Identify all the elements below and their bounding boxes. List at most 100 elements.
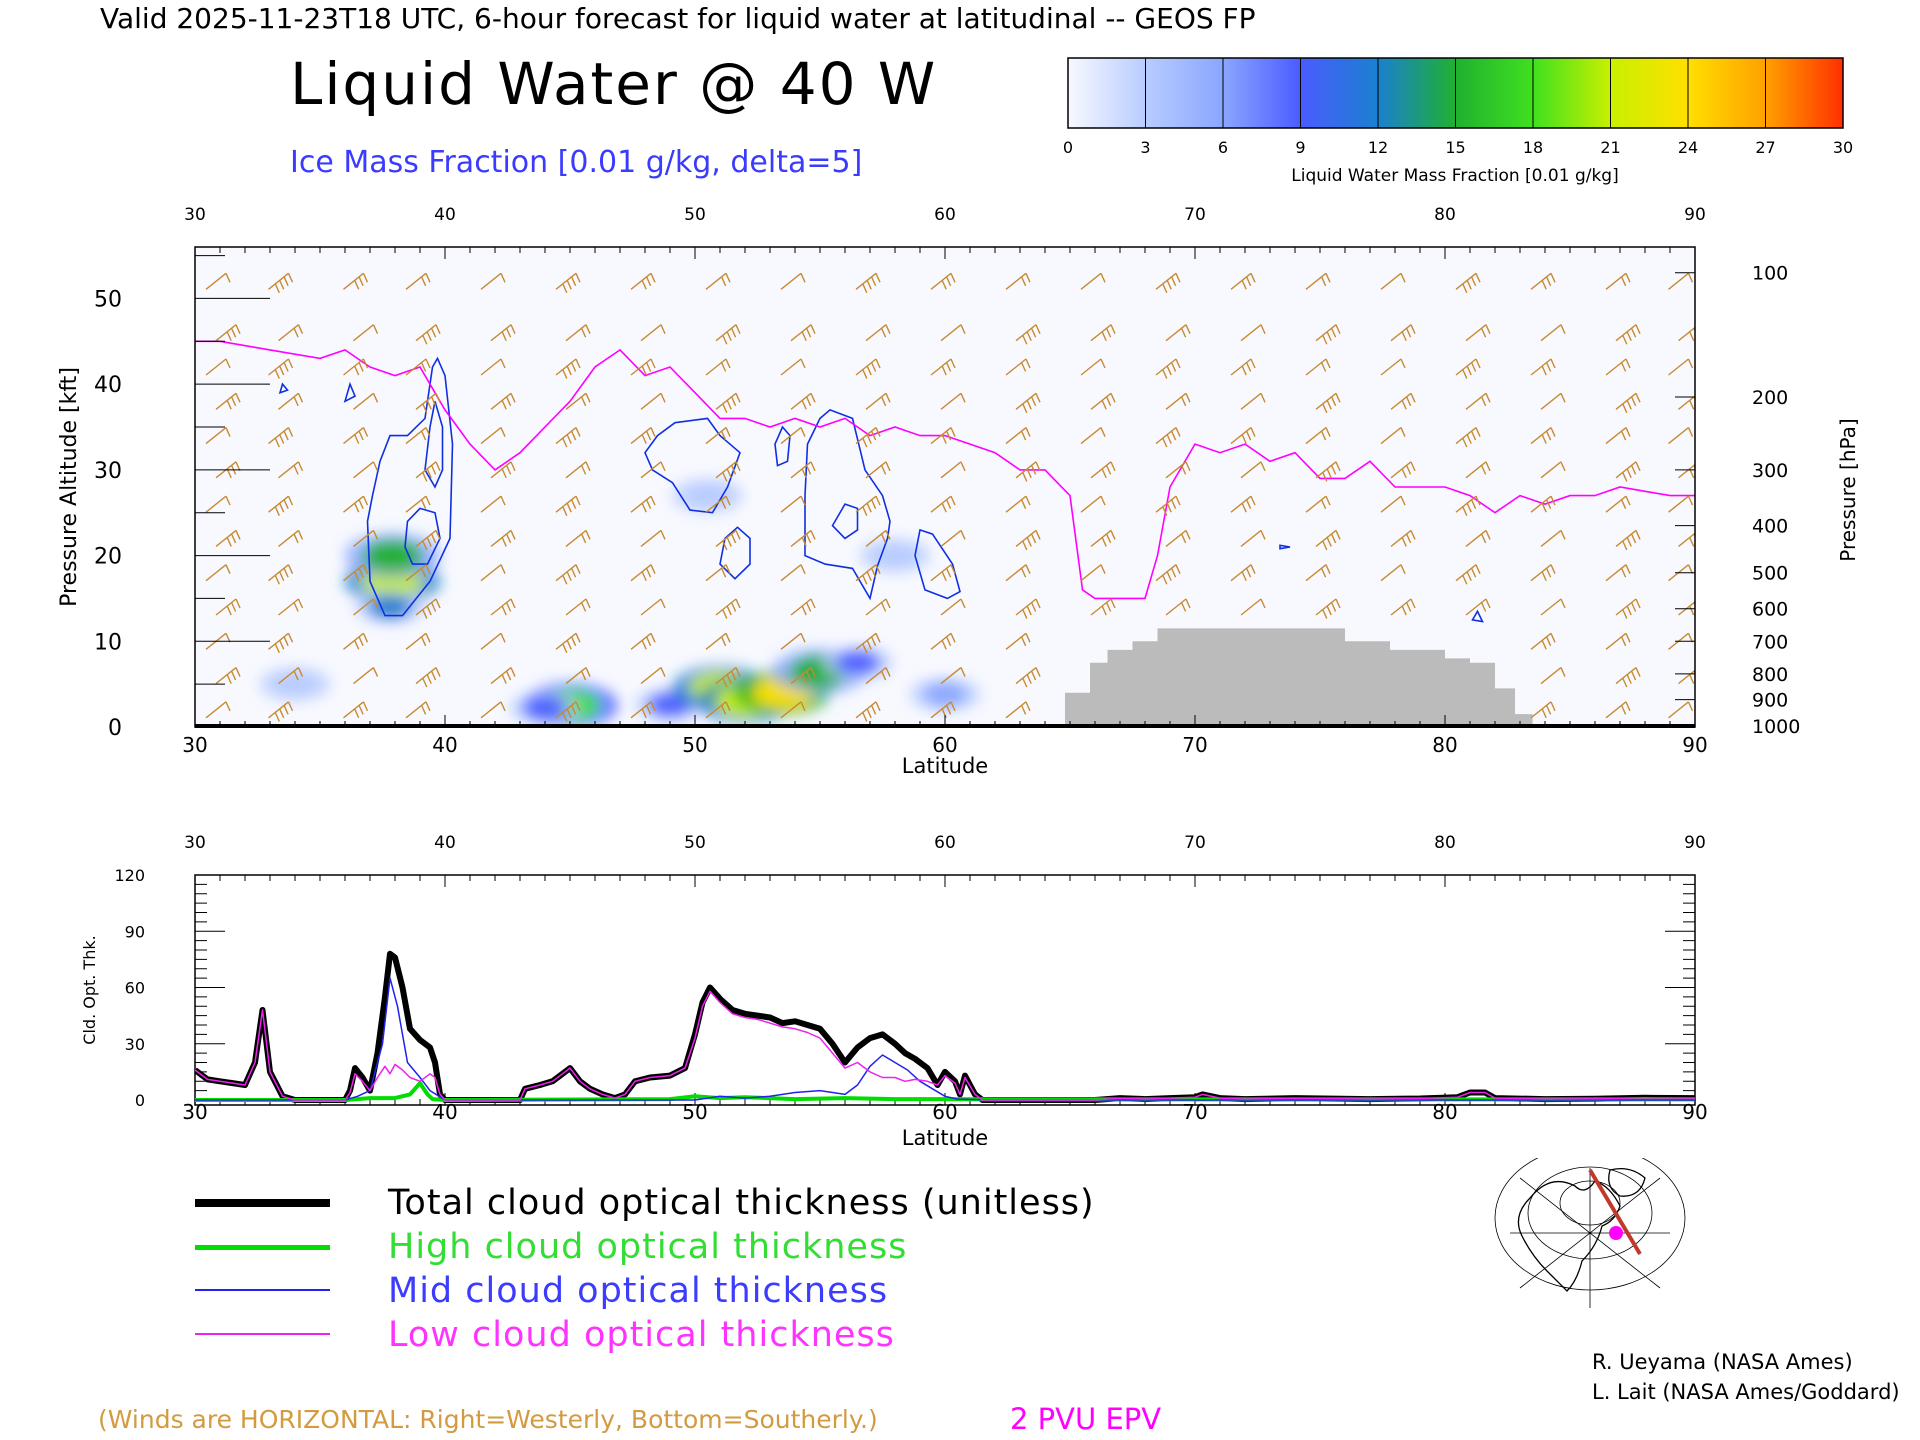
wind-barb bbox=[865, 324, 891, 342]
colorbar-tick-label: 27 bbox=[1755, 138, 1775, 157]
pressure-tick-label: 900 bbox=[1752, 690, 1788, 712]
wind-barb bbox=[268, 495, 294, 516]
credit-line-1: R. Ueyama (NASA Ames) bbox=[1592, 1350, 1853, 1374]
wind-barb bbox=[1230, 564, 1256, 582]
wind-barb bbox=[1530, 564, 1556, 582]
wind-barb bbox=[715, 667, 741, 688]
wind-barb bbox=[715, 529, 741, 551]
wind-barb bbox=[1540, 324, 1566, 342]
wind-barb bbox=[480, 564, 506, 582]
cross-section-locator-map bbox=[1494, 1158, 1686, 1308]
upper-x-label: Latitude bbox=[902, 754, 988, 775]
upper-y-tick-label: 40 bbox=[94, 373, 122, 398]
liquid-water-cell bbox=[835, 650, 880, 675]
wind-barb bbox=[940, 461, 966, 479]
wind-barb bbox=[268, 272, 294, 294]
lower-x-tick-label: 90 bbox=[1682, 1100, 1707, 1124]
pressure-tick-label: 100 bbox=[1752, 263, 1788, 285]
wind-barb bbox=[1465, 461, 1491, 479]
colorbar-tick-label: 6 bbox=[1218, 138, 1228, 157]
lower-x-tick-label: 80 bbox=[1432, 1100, 1457, 1124]
wind-barb bbox=[1668, 358, 1694, 376]
wind-barb bbox=[855, 632, 881, 654]
wind-barb bbox=[480, 632, 506, 650]
legend-label-mid: Mid cloud optical thickness bbox=[388, 1271, 889, 1311]
wind-barb bbox=[1240, 324, 1266, 342]
wind-barb bbox=[930, 632, 956, 650]
ice-contour bbox=[1279, 544, 1291, 550]
main-title: Liquid Water @ 40 W bbox=[290, 50, 938, 118]
wind-barb bbox=[353, 529, 379, 547]
wind-barb bbox=[705, 564, 731, 582]
wind-barb bbox=[555, 358, 581, 379]
pressure-tick-label: 200 bbox=[1752, 387, 1788, 409]
wind-barb bbox=[1390, 529, 1416, 547]
wind-barb bbox=[705, 495, 731, 513]
wind-barb bbox=[1380, 564, 1406, 582]
wind-barb bbox=[1668, 701, 1694, 719]
wind-barb bbox=[930, 427, 956, 445]
wind-barb bbox=[1080, 358, 1106, 376]
legend-item-high: High cloud optical thickness bbox=[195, 1227, 1195, 1267]
upper-x-tick-label: 60 bbox=[932, 733, 957, 757]
wind-barb bbox=[1465, 529, 1491, 547]
wind-barb bbox=[353, 324, 379, 342]
wind-barb bbox=[1455, 358, 1481, 379]
liquid-water-cell bbox=[523, 696, 567, 721]
cross-section-chart: 3030404050506060707080809090010203040501… bbox=[57, 205, 1860, 775]
wind-barb bbox=[1315, 461, 1341, 482]
wind-barb bbox=[268, 701, 294, 722]
wind-barb bbox=[415, 324, 441, 345]
wind-barb bbox=[1540, 598, 1566, 616]
wind-barb bbox=[855, 358, 881, 379]
upper-y-tick-label: 10 bbox=[94, 630, 122, 655]
wind-barb bbox=[1305, 564, 1331, 582]
wind-barb bbox=[1668, 427, 1694, 445]
wind-barb bbox=[353, 598, 379, 616]
credit-line-2: L. Lait (NASA Ames/Goddard) bbox=[1592, 1380, 1900, 1404]
wind-barb bbox=[555, 272, 581, 294]
wind-barb bbox=[940, 529, 966, 547]
upper-y-tick-label: 0 bbox=[108, 716, 122, 741]
wind-barb bbox=[565, 529, 591, 547]
wind-barb bbox=[205, 358, 231, 376]
lower-x-tick-label: 40 bbox=[432, 1100, 457, 1124]
wind-barb bbox=[1015, 529, 1041, 551]
wind-barb bbox=[415, 392, 441, 414]
wind-barb bbox=[1015, 461, 1041, 482]
wind-barb bbox=[1315, 324, 1341, 345]
wind-barb bbox=[855, 701, 881, 722]
upper-x-tick-label-top: 90 bbox=[1684, 205, 1706, 225]
wind-barb bbox=[1615, 392, 1641, 414]
wind-barb bbox=[215, 529, 241, 547]
wind-barb bbox=[415, 667, 441, 688]
wind-barb bbox=[1305, 427, 1331, 445]
wind-barb bbox=[278, 392, 304, 410]
lower-x-label: Latitude bbox=[902, 1126, 988, 1145]
wind-barb bbox=[640, 392, 666, 410]
wind-barb bbox=[780, 564, 806, 582]
wind-barb bbox=[1165, 461, 1191, 479]
legend-label-high: High cloud optical thickness bbox=[388, 1227, 908, 1267]
ice-contour bbox=[343, 381, 357, 403]
wind-barb bbox=[930, 358, 956, 376]
colorbar-tick-label: 0 bbox=[1063, 138, 1073, 157]
wind-barb bbox=[705, 701, 731, 719]
pressure-tick-label: 300 bbox=[1752, 460, 1788, 482]
wind-barb bbox=[1090, 598, 1116, 616]
lower-x-tick-label: 70 bbox=[1182, 1100, 1207, 1124]
wind-barb bbox=[278, 667, 304, 685]
upper-x-tick-label: 40 bbox=[432, 733, 457, 757]
wind-barb bbox=[630, 427, 656, 445]
wind-barb bbox=[1605, 632, 1631, 650]
wind-barb bbox=[1668, 495, 1694, 513]
epv-note: 2 PVU EPV bbox=[1010, 1402, 1162, 1436]
colorbar-tick-label: 18 bbox=[1523, 138, 1543, 157]
wind-barb bbox=[865, 392, 891, 410]
plot-background bbox=[195, 247, 1695, 727]
wind-barb bbox=[490, 667, 516, 685]
wind-barb bbox=[205, 272, 231, 290]
pressure-tick-label: 800 bbox=[1752, 664, 1788, 686]
upper-x-tick-label-top: 40 bbox=[434, 205, 456, 225]
wind-barb bbox=[1090, 392, 1116, 410]
